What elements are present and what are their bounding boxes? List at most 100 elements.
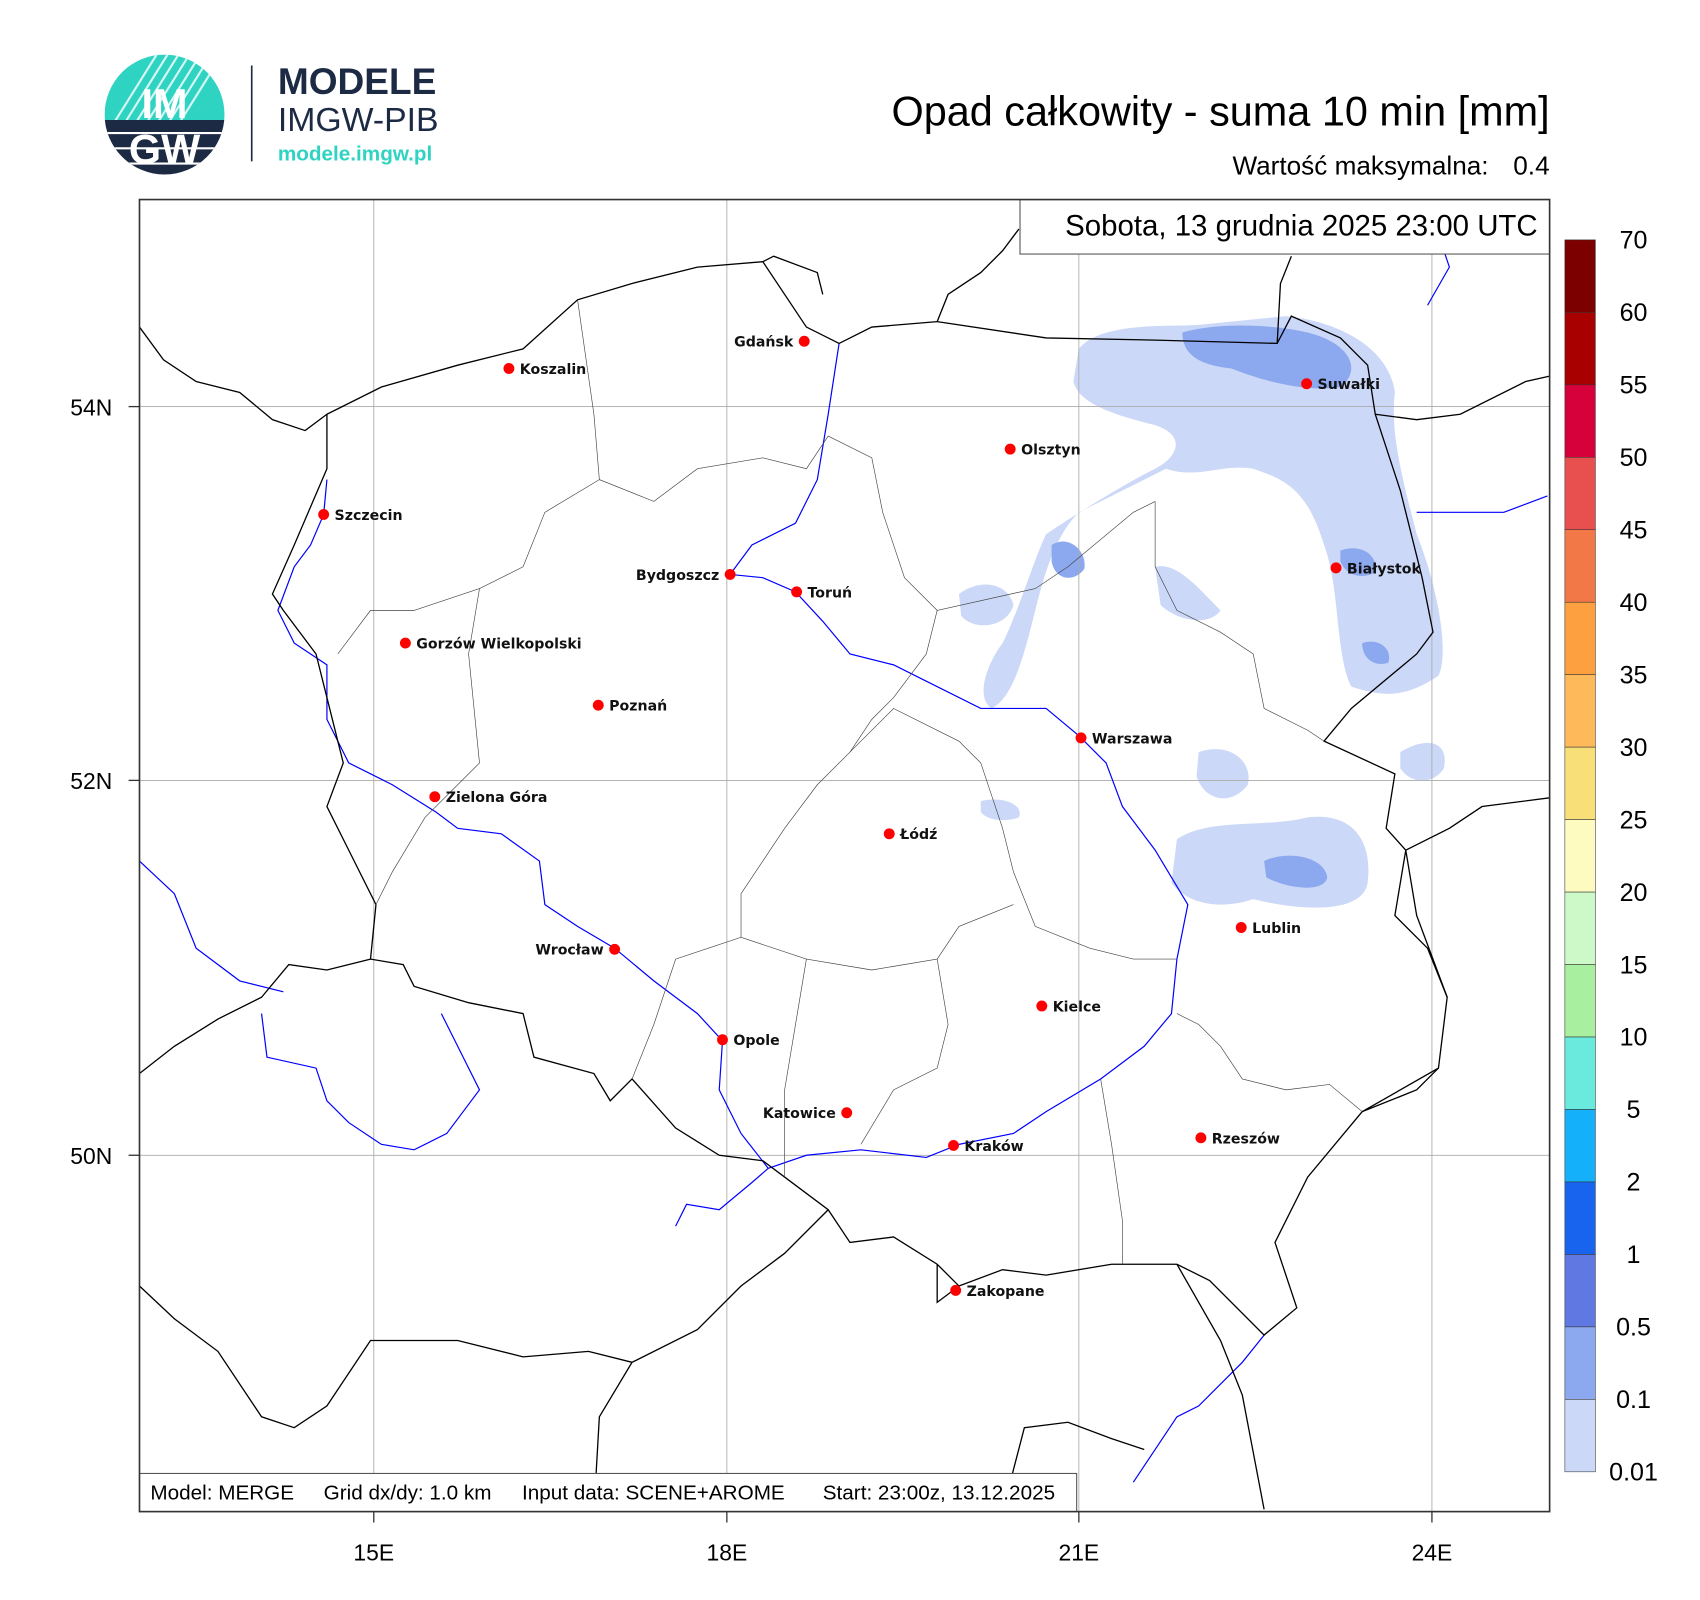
city-label: Bydgoszcz	[636, 568, 719, 584]
colorbar-label: 50	[1620, 444, 1648, 472]
city: Suwałki	[1301, 377, 1380, 393]
river-oder	[277, 479, 769, 1169]
precip-area-light	[980, 799, 1020, 821]
poland-border	[271, 260, 1448, 1336]
city-marker-icon	[592, 699, 604, 711]
city: Olsztyn	[1004, 443, 1081, 459]
city-label: Suwałki	[1318, 377, 1380, 393]
city: Gorzów Wielkopolski	[399, 637, 582, 653]
city-marker-icon	[841, 1107, 853, 1119]
colorbar-label: 5	[1627, 1096, 1641, 1124]
date-label: Sobota, 13 grudnia 2025 23:00 UTC	[1065, 210, 1537, 243]
city-marker-icon	[1036, 1000, 1048, 1012]
city-marker-icon	[1330, 562, 1342, 574]
city-marker-icon	[609, 943, 621, 955]
colorbar-label: 0.5	[1616, 1314, 1651, 1342]
colorbar-label: 45	[1620, 516, 1648, 544]
city-marker-icon	[1075, 732, 1087, 744]
colorbar-label: 30	[1620, 734, 1648, 762]
city-marker-icon	[798, 335, 810, 347]
colorbar-swatch	[1564, 746, 1596, 820]
axis-ticks	[128, 405, 1433, 1523]
colorbar-swatch	[1564, 312, 1596, 386]
city-label: Warszawa	[1092, 731, 1173, 747]
city-markers: Gdańsk Koszalin Suwałki Olsztyn Szczecin Biał…	[318, 335, 1422, 1300]
precip-area-light	[1196, 749, 1249, 799]
map-frame	[138, 198, 1551, 1513]
precip-area-light	[1155, 566, 1221, 621]
model-info-model: Model: MERGE	[150, 1482, 294, 1505]
max-value-label: Wartość maksymalna:	[1232, 150, 1488, 180]
city: Katowice	[763, 1106, 853, 1122]
city: Warszawa	[1075, 731, 1173, 747]
chart-title: Opad całkowity - suma 10 min [mm]	[892, 88, 1550, 134]
precip-area-mid	[1264, 855, 1328, 888]
colorbar-swatch	[1564, 1109, 1596, 1183]
city: Gdańsk	[734, 335, 810, 351]
city: Lublin	[1235, 921, 1301, 937]
colorbar-label: 20	[1620, 879, 1648, 907]
city: Opole	[717, 1033, 780, 1049]
lon-tick-15e: 15E	[353, 1540, 394, 1566]
city-label: Katowice	[763, 1106, 836, 1122]
precip-area-light	[958, 584, 1014, 626]
colorbar-label: 25	[1620, 806, 1648, 834]
logo-url: modele.imgw.pl	[278, 142, 432, 165]
city-marker-icon	[429, 791, 441, 803]
colorbar-label: 35	[1620, 661, 1648, 689]
precip-area-light	[983, 316, 1443, 709]
city: Kraków	[948, 1139, 1024, 1155]
city-marker-icon	[1195, 1132, 1207, 1144]
city-label: Zielona Góra	[446, 790, 548, 806]
colorbar-swatch	[1564, 239, 1596, 313]
city: Koszalin	[503, 362, 586, 378]
colorbar-label: 55	[1620, 372, 1648, 400]
city-marker-icon	[724, 568, 736, 580]
voivodeship-borders	[337, 299, 1363, 1265]
neighbor-borders	[139, 228, 1550, 1512]
colorbar-swatch	[1564, 457, 1596, 531]
colorbar-label: 0.1	[1616, 1386, 1651, 1414]
lat-tick-52n: 52N	[70, 768, 112, 794]
city-label: Szczecin	[335, 508, 403, 524]
city-marker-icon	[1235, 922, 1247, 933]
precip-area-mid	[1182, 325, 1352, 389]
city-label: Białystok	[1347, 561, 1422, 577]
city-marker-icon	[791, 586, 803, 598]
logo-brand-line1: MODELE	[278, 60, 436, 102]
colorbar-label: 70	[1620, 227, 1648, 255]
city-label: Poznań	[609, 699, 667, 715]
city: Kielce	[1036, 999, 1101, 1015]
colorbar-swatch	[1564, 384, 1596, 458]
city: Zielona Góra	[429, 790, 547, 806]
colorbar-label: 0.01	[1609, 1459, 1658, 1487]
precip-area-light	[1400, 742, 1445, 781]
colorbar-swatch	[1564, 601, 1596, 675]
city-label: Rzeszów	[1212, 1131, 1280, 1147]
city-marker-icon	[399, 637, 411, 649]
model-info-box	[139, 1472, 1078, 1512]
city-label: Wrocław	[535, 943, 603, 959]
model-info-grid: Grid dx/dy: 1.0 km	[324, 1482, 492, 1505]
city: Poznań	[592, 699, 667, 715]
rivers	[139, 250, 1548, 1483]
colorbar-label: 1	[1627, 1241, 1641, 1269]
precipitation-field	[958, 316, 1445, 908]
city-label: Toruń	[808, 585, 853, 601]
colorbar-swatch	[1564, 529, 1596, 603]
city-marker-icon	[883, 828, 895, 840]
city-label: Gdańsk	[734, 335, 794, 351]
lat-tick-50n: 50N	[70, 1143, 112, 1169]
borders	[139, 228, 1550, 1512]
city: Szczecin	[318, 508, 403, 524]
colorbar-swatch	[1564, 1254, 1596, 1328]
precip-area-mid	[1362, 641, 1390, 664]
city: Rzeszów	[1195, 1131, 1280, 1147]
city-marker-icon	[503, 363, 515, 374]
lat-tick-54n: 54N	[70, 394, 112, 420]
lon-tick-21e: 21E	[1058, 1540, 1099, 1566]
colorbar-swatch	[1564, 1181, 1596, 1255]
lon-tick-24e: 24E	[1412, 1540, 1453, 1566]
model-info-start: Start: 23:00z, 13.12.2025	[823, 1482, 1055, 1505]
